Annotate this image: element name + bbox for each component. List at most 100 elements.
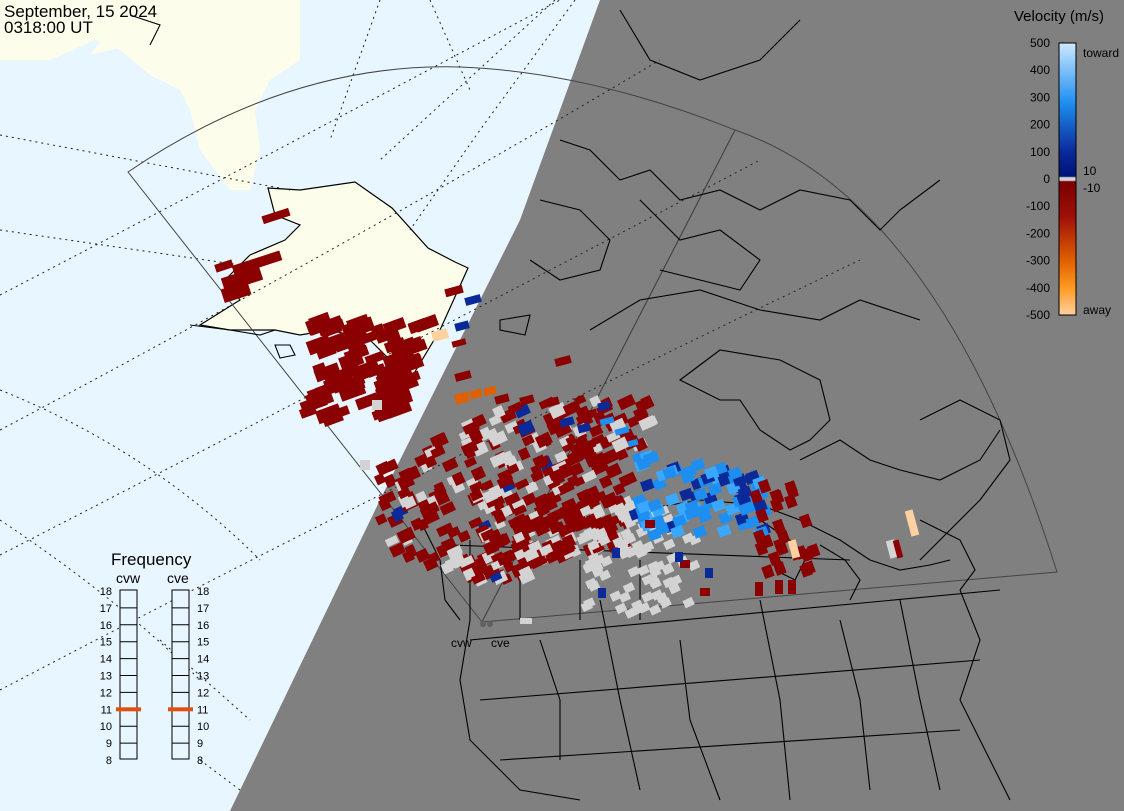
- velocity-cell: [772, 518, 786, 534]
- velocity-cell: [548, 401, 568, 420]
- radar-label-cvw: cvw: [451, 636, 472, 650]
- velocity-cell: [645, 520, 655, 528]
- velocity-cell: [384, 535, 400, 547]
- velocity-cell: [558, 462, 573, 475]
- velocity-cell: [549, 469, 566, 486]
- frequency-tick-right-8: 8: [197, 755, 203, 767]
- velocity-cell: [468, 516, 483, 529]
- velocity-cell: [581, 469, 597, 483]
- velocity-cell: [323, 376, 339, 390]
- velocity-cell: [682, 596, 695, 609]
- frequency-tick-left-14: 14: [100, 654, 112, 666]
- velocity-cell: [417, 499, 430, 510]
- velocity-cell: [562, 512, 578, 526]
- velocity-cell: [559, 416, 575, 428]
- velocity-cell: [738, 502, 754, 516]
- frequency-tick-left-11: 11: [101, 704, 112, 716]
- velocity-cell: [505, 455, 518, 467]
- velocity-cell: [642, 415, 659, 429]
- velocity-cell: [693, 487, 708, 502]
- velocity-cell: [521, 434, 535, 447]
- velocity-cell: [410, 517, 424, 531]
- velocity-cell: [559, 501, 579, 519]
- frequency-tick-right-18: 18: [197, 586, 209, 598]
- velocity-cell: [618, 471, 638, 488]
- velocity-cell: [587, 580, 601, 592]
- velocity-cell: [360, 460, 370, 470]
- velocity-cell: [599, 416, 615, 426]
- velocity-cell: [787, 539, 801, 559]
- frequency-column-cvw: [119, 589, 138, 760]
- velocity-cell: [885, 539, 899, 559]
- velocity-cell: [527, 540, 542, 553]
- velocity-cell: [598, 475, 613, 489]
- velocity-tick-0: 0: [1043, 172, 1050, 186]
- velocity-cell: [439, 501, 456, 516]
- velocity-cell: [306, 320, 327, 336]
- velocity-cell: [402, 495, 417, 510]
- velocity-cell: [397, 474, 416, 491]
- radar-site-cve-marker: [487, 621, 493, 627]
- velocity-cell: [668, 582, 681, 595]
- velocity-cell: [374, 513, 388, 526]
- velocity-cell: [711, 498, 727, 513]
- velocity-cell: [397, 353, 425, 374]
- velocity-cell: [690, 457, 706, 472]
- velocity-cell: [483, 385, 497, 397]
- coastlines-day: [129, 14, 296, 359]
- velocity-cell: [231, 250, 283, 276]
- velocity-cell: [540, 496, 558, 513]
- velocity-cell: [464, 456, 477, 468]
- velocity-cell: [414, 548, 431, 563]
- velocity-cell: [528, 514, 548, 532]
- frequency-tick-right-11: 11: [197, 704, 208, 716]
- velocity-cell: [681, 532, 695, 544]
- velocity-cell: [757, 478, 772, 494]
- velocity-cell: [663, 538, 676, 551]
- velocity-tick--100: -100: [1026, 199, 1050, 213]
- velocity-cell: [315, 344, 337, 360]
- velocity-cell: [665, 492, 680, 507]
- velocity-cell: [335, 405, 351, 418]
- velocity-cell: [597, 400, 611, 412]
- velocity-tick--300: -300: [1026, 254, 1050, 268]
- velocity-cell: [514, 478, 530, 491]
- velocity-cell: [503, 492, 522, 508]
- frequency-tick-labels: 18 18 17 17 16 16 15 15 14 14 13 13 12 12 11 11 10 10 9 9 8 8: [100, 586, 210, 767]
- velocity-cell: [775, 580, 783, 594]
- velocity-cell: [554, 355, 572, 367]
- velocity-cell: [574, 517, 590, 532]
- velocity-cell: [492, 509, 507, 525]
- velocity-cell: [618, 591, 632, 603]
- velocity-cell: [788, 580, 796, 594]
- velocity-cell: [457, 530, 471, 543]
- velocity-cell: [338, 350, 365, 371]
- velocity-cell: [800, 547, 814, 563]
- velocity-cell: [470, 465, 487, 482]
- frequency-tick-left-17: 17: [100, 603, 112, 615]
- velocity-cell: [512, 504, 527, 517]
- velocity-cell: [773, 561, 787, 576]
- frequency-tick-left-13: 13: [100, 671, 112, 683]
- velocity-cell: [482, 539, 500, 556]
- velocity-cell: [398, 467, 413, 480]
- velocity-cell: [460, 440, 479, 457]
- velocity-cell: [502, 559, 516, 573]
- velocity-cell: [469, 388, 483, 400]
- velocity-cell: [612, 504, 626, 516]
- velocity-cell: [514, 549, 526, 561]
- velocity-cell: [587, 539, 600, 552]
- velocity-cell: [557, 482, 572, 494]
- velocity-cell: [604, 462, 623, 479]
- velocity-cell: [370, 323, 386, 339]
- land-siberia: [0, 0, 300, 190]
- velocity-cell: [496, 474, 513, 489]
- velocity-tick-100: 100: [1030, 145, 1050, 159]
- velocity-scale-title: Velocity (m/s): [1014, 8, 1104, 25]
- velocity-cell: [603, 495, 621, 509]
- velocity-cell: [716, 524, 732, 538]
- frequency-radar-cvw: cvw: [116, 570, 141, 586]
- frequency-tick-left-8: 8: [106, 755, 112, 767]
- velocity-cell: [454, 370, 472, 382]
- velocity-cell: [636, 500, 652, 514]
